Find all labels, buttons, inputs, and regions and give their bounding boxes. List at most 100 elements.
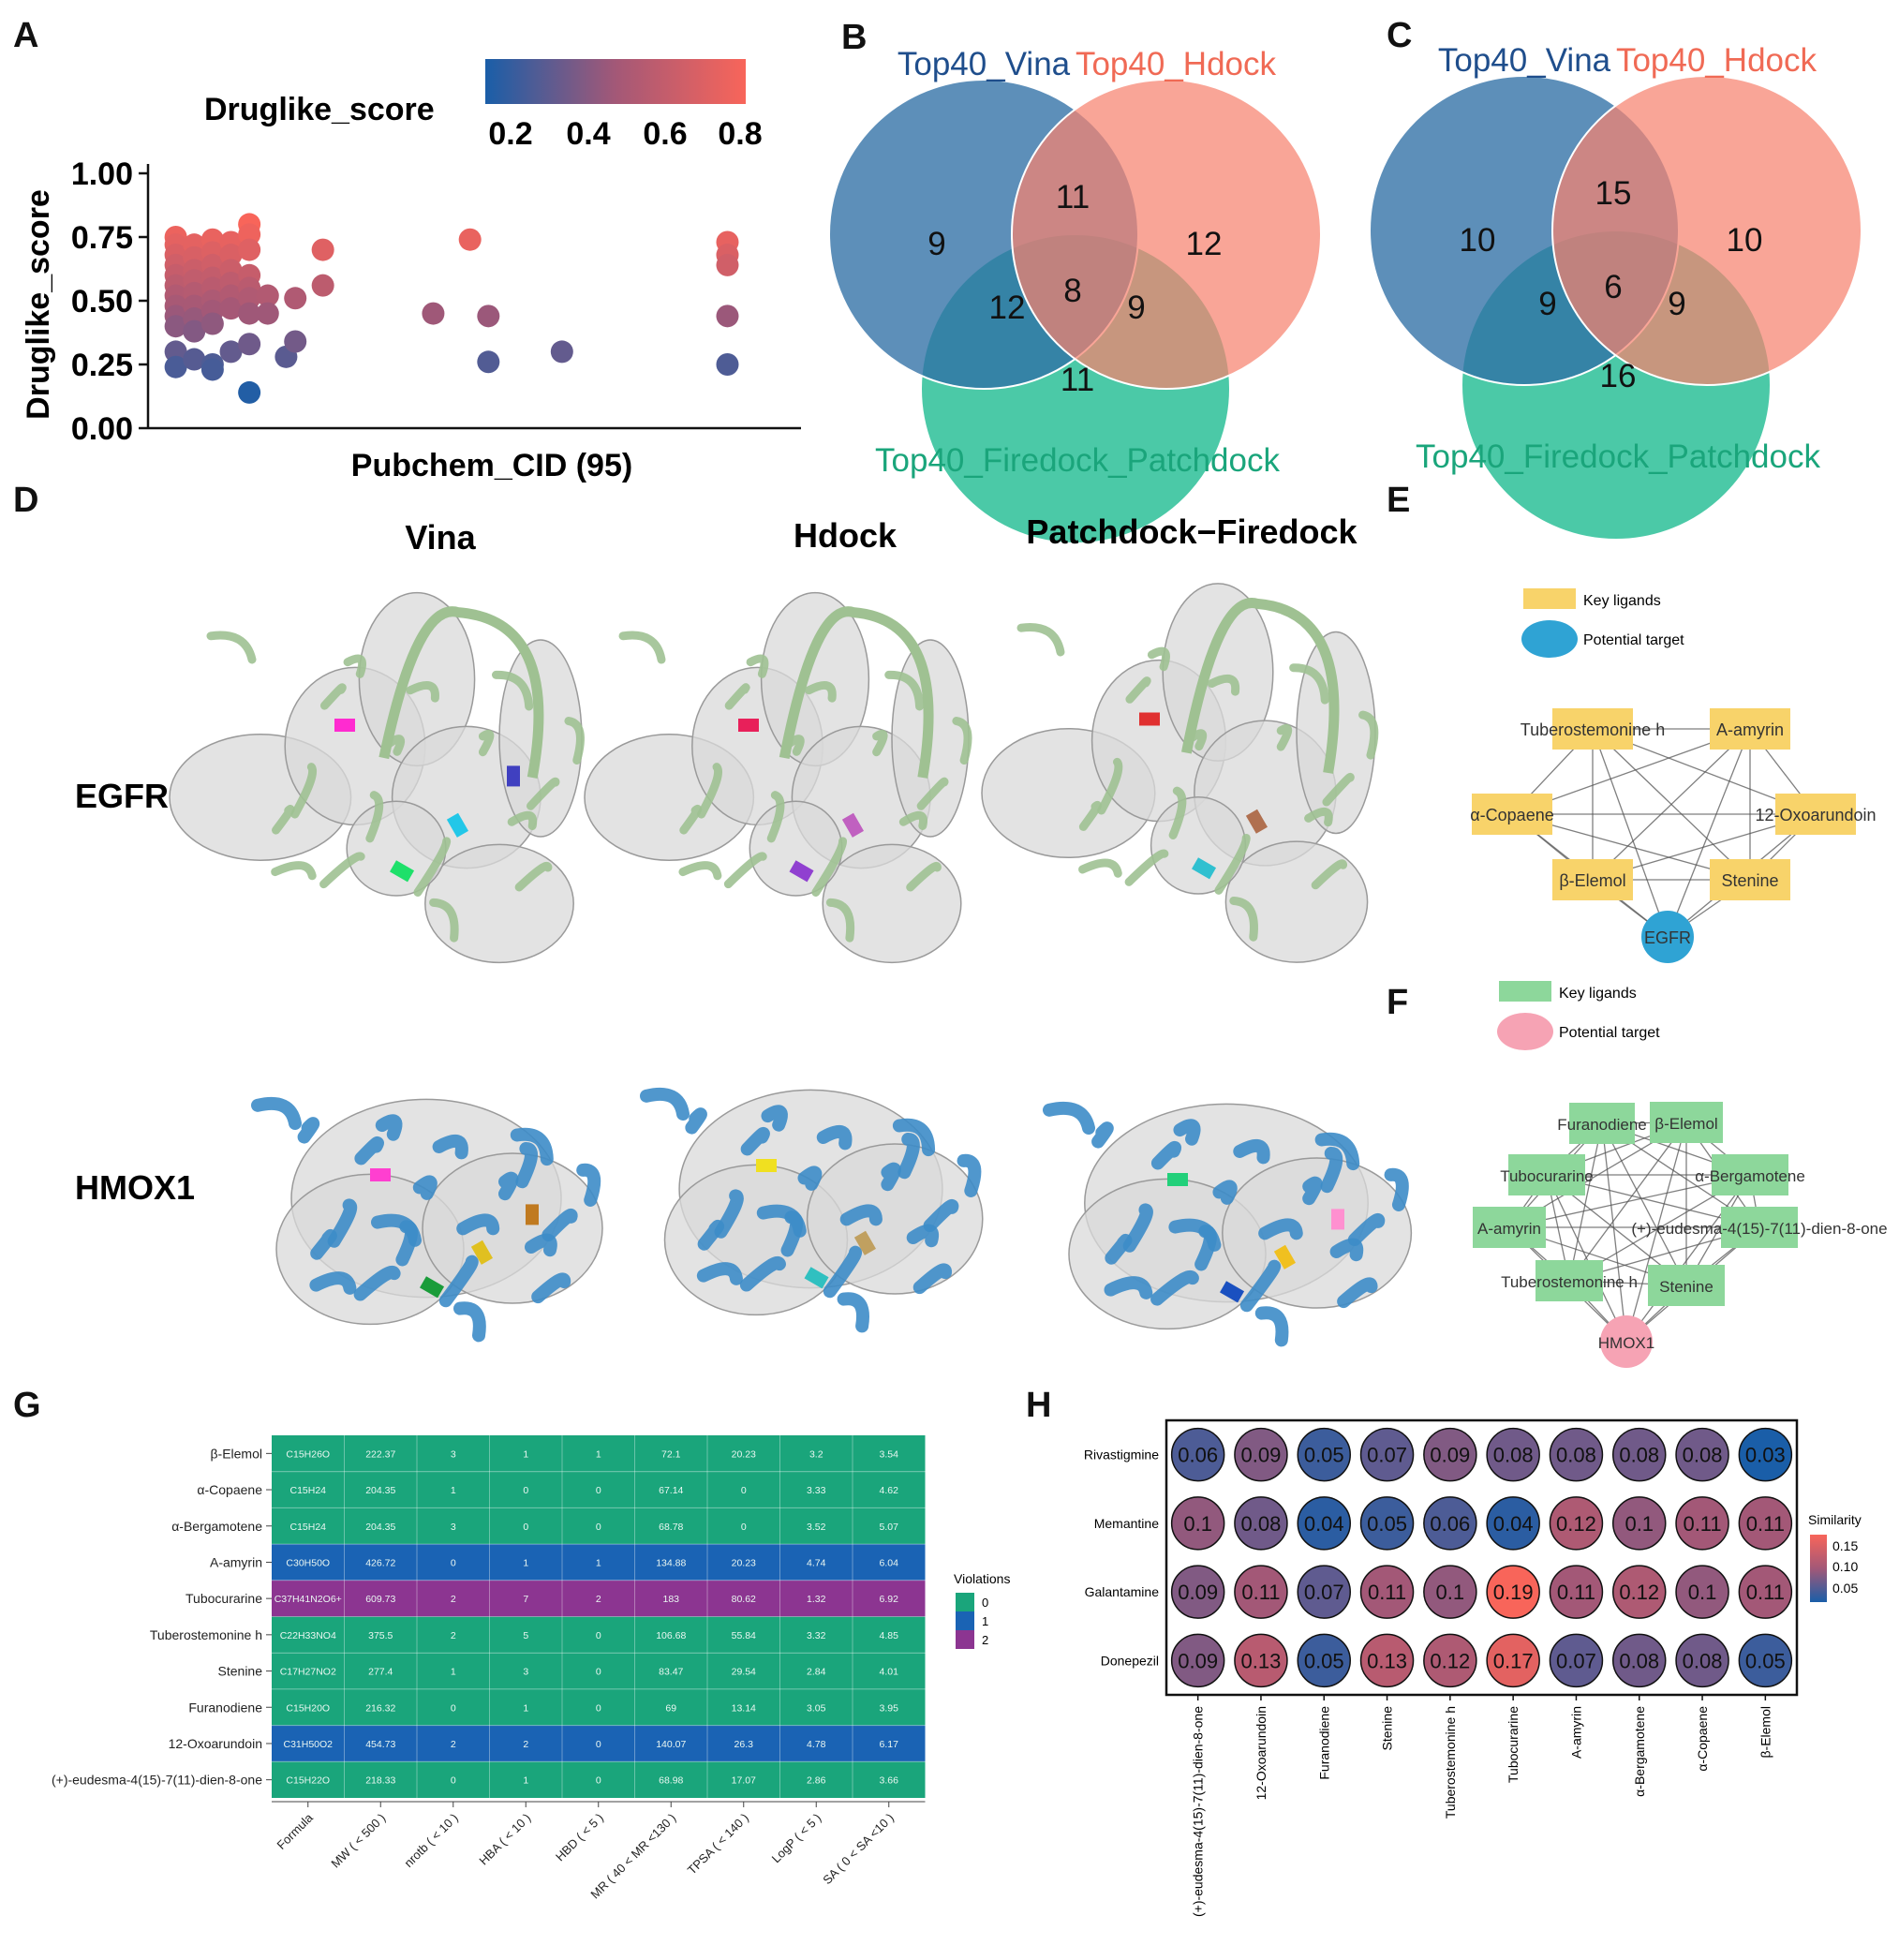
similarity-bubble [1486, 1565, 1540, 1619]
protein-helix [1358, 710, 1379, 760]
protein-helix [1322, 772, 1355, 807]
similarity-value: 0.1 [1688, 1581, 1717, 1604]
table-cell: 0 [523, 1522, 528, 1533]
ligand-stick [446, 812, 468, 838]
heatmap-col-label: Stenine [1380, 1706, 1395, 1751]
ligand-node [1710, 708, 1790, 750]
protein-helix [354, 1136, 385, 1166]
similarity-bubble [1423, 1427, 1477, 1482]
venn-region-count: 6 [1604, 269, 1622, 305]
similarity-bubble [1170, 1427, 1225, 1482]
similarity-value: 0.11 [1746, 1581, 1785, 1604]
protein-helix [576, 1163, 601, 1207]
protein-helix [353, 1266, 401, 1301]
similarity-legend-tick: 0.10 [1832, 1559, 1858, 1574]
table-cell: 1 [451, 1667, 456, 1678]
table-row-label: Stenine [218, 1664, 263, 1679]
table-cell: 216.32 [365, 1702, 395, 1714]
heatmap-col-label: A-amyrin [1568, 1706, 1583, 1759]
table-cell: 6.04 [880, 1557, 899, 1568]
protein-helix [898, 1133, 920, 1180]
ligand-node-label: 12-Oxoarundoin [1755, 806, 1876, 824]
similarity-value: 0.08 [1683, 1444, 1723, 1467]
table-cell: 68.78 [659, 1522, 683, 1533]
similarity-bubble [1675, 1565, 1729, 1619]
table-row-label: α-Bergamotene [171, 1519, 262, 1534]
protein-helix [723, 852, 767, 889]
protein-helix [1091, 1121, 1114, 1149]
ligand-node-label: (+)-eudesma-4(15)-7(11)-dien-8-one [1631, 1220, 1887, 1238]
heatmap-col-label: Furanodiene [1316, 1706, 1331, 1780]
venn-circle-hdock [1011, 79, 1322, 390]
protein-helix [1384, 1167, 1409, 1211]
ligand-stick [841, 812, 864, 838]
ligand-node-label: Stenine [1721, 871, 1778, 890]
table-cell: 4.74 [807, 1557, 826, 1568]
heatmap-col-label: β-Elemol [1758, 1706, 1773, 1759]
protein-helix [892, 1118, 936, 1157]
protein-helix [1311, 859, 1348, 890]
table-cell: 375.5 [368, 1630, 393, 1641]
panel-label-b: B [841, 18, 867, 57]
ligand-stick [526, 1204, 539, 1225]
table-cell: 6.92 [880, 1594, 899, 1605]
similarity-value: 0.07 [1367, 1444, 1407, 1467]
panel-f-network: Key ligands Potential target Furanodiene β-… [1473, 981, 1888, 1368]
table-cell: 17.07 [732, 1775, 756, 1787]
hmox1-vina-render [251, 1096, 603, 1343]
protein-helix [724, 683, 750, 710]
table-col-label: HBD ( < 5 ) [553, 1811, 606, 1864]
table-cell: 3.52 [807, 1522, 826, 1533]
similarity-bubble [1423, 1496, 1477, 1551]
ligand-node [1508, 1154, 1585, 1195]
venn-region-count: 10 [1727, 222, 1763, 259]
table-cell: C30H50O [286, 1557, 330, 1568]
venn-circle-hdock [1551, 75, 1862, 386]
scatter-point [284, 330, 307, 353]
similarity-value: 0.05 [1745, 1649, 1786, 1672]
network-edge [1601, 1122, 1627, 1343]
heatmap-row-label: Rivastigmine [1084, 1448, 1159, 1463]
similarity-value: 0.03 [1745, 1444, 1786, 1467]
ligand-stick [420, 1276, 445, 1299]
table-cell: 5.07 [880, 1522, 899, 1533]
protein-helix [526, 777, 560, 810]
panel-b-venn: Top40_Vina Top40_Hdock Top40_Firedock_Patc… [828, 46, 1322, 544]
table-cell: 0 [596, 1667, 601, 1678]
protein-helix [507, 810, 538, 830]
protein-helix [297, 1117, 320, 1144]
network-edge [1568, 1122, 1603, 1282]
table-cell: 55.84 [732, 1630, 756, 1641]
protein-helix [438, 1255, 479, 1308]
table-col-label: Formula [274, 1810, 317, 1852]
panel-label-e: E [1387, 481, 1410, 520]
scatter-point [164, 355, 187, 379]
protein-helix [1214, 833, 1251, 895]
col-title-hdock: Hdock [794, 516, 898, 555]
protein-helix [429, 898, 459, 943]
scatter-point [311, 274, 334, 297]
protein-helix [491, 670, 534, 711]
protein-surface [1150, 796, 1247, 895]
protein-helix [697, 763, 723, 819]
similarity-bubble [1738, 1633, 1793, 1688]
protein-helix [319, 852, 365, 889]
scatter-point [284, 287, 307, 310]
table-row [272, 1580, 926, 1617]
table-row [272, 1688, 926, 1726]
similarity-value: 0.05 [1367, 1512, 1407, 1536]
similarity-bubble [1612, 1633, 1667, 1688]
legend-target-label: Potential target [1559, 1025, 1660, 1041]
protein-helix [825, 898, 855, 943]
similarity-value: 0.12 [1556, 1512, 1596, 1536]
ligand-node [1710, 859, 1790, 900]
protein-helix [1302, 1176, 1323, 1206]
ligand-node-label: α-Bergamotene [1695, 1167, 1805, 1185]
table-cell: 0 [451, 1557, 456, 1568]
protein-helix [739, 1256, 786, 1292]
similarity-bubble [1170, 1633, 1225, 1688]
table-cell: C15H22O [286, 1775, 330, 1787]
protein-helix [804, 681, 837, 703]
venn-set-label-hdock: Top40_Hdock [1076, 46, 1277, 82]
